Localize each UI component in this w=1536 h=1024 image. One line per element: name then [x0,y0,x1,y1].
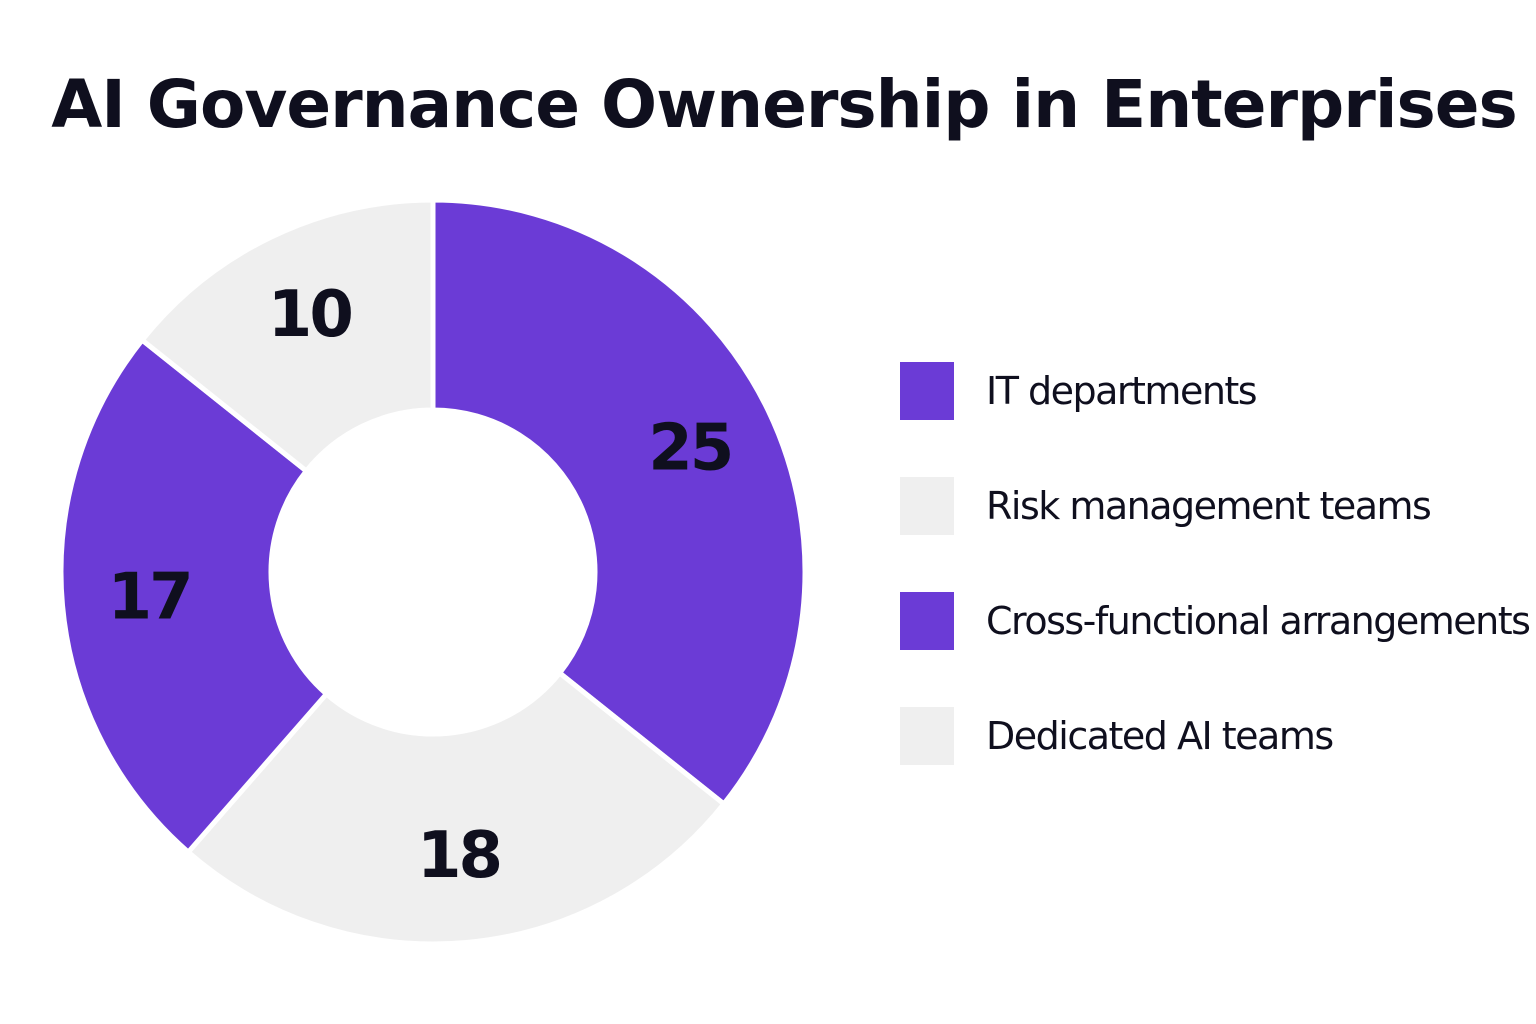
legend-item-cross-functional-arrangements: Cross-functional arrangements [900,592,1531,650]
legend-item-it-departments: IT departments [900,362,1520,420]
data-label: 18 [417,819,500,893]
legend-item-risk-management-teams: Risk management teams [900,477,1520,535]
legend-item-dedicated-ai-teams: Dedicated AI teams [900,707,1520,765]
donut-slice-risk-management-teams [184,669,728,947]
data-label: 10 [268,278,352,352]
data-label: 17 [108,561,191,635]
legend-label: Risk management teams [986,484,1432,528]
legend-label: Cross-functional arrangements [986,599,1531,643]
data-label: 25 [648,411,731,485]
legend-label: Dedicated AI teams [986,714,1334,758]
legend: IT departments Risk management teams Cro… [900,362,1531,822]
donut-slice-it-departments [430,197,808,808]
legend-swatch [900,592,954,650]
donut-slice-cross-functional-arrangements [58,336,330,856]
legend-swatch [900,707,954,765]
chart-title: AI Governance Ownership in Enterprises [51,66,1518,143]
legend-swatch [900,477,954,535]
legend-label: IT departments [986,369,1258,413]
donut-slice-dedicated-ai-teams [138,197,436,475]
legend-swatch [900,362,954,420]
